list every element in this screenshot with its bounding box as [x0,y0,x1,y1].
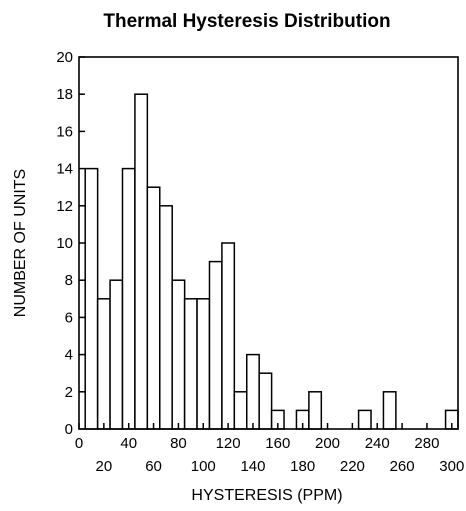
histogram-bar [246,353,260,430]
y-tick-label: 2 [65,384,73,401]
x-tick-label: 160 [265,435,290,452]
histogram-bar [84,167,99,430]
histogram-bar [308,391,323,430]
x-tick-label: 260 [390,458,415,475]
histogram-bar [109,279,124,430]
histogram-bar [258,372,273,430]
histogram-bar [221,242,236,430]
plot-frame [78,56,459,430]
histogram-bar [208,260,223,430]
y-tick-label: 16 [56,123,73,140]
x-tick-label: 40 [120,435,137,452]
x-tick-label: 120 [216,435,241,452]
histogram-bar [233,391,248,430]
histogram-bar [171,279,186,430]
x-tick-label: 200 [315,435,340,452]
x-tick-label: 80 [170,435,187,452]
x-tick-label: 180 [290,458,315,475]
histogram-bar [357,409,372,430]
x-tick-label: 280 [414,435,439,452]
y-tick-label: 10 [56,235,73,252]
y-tick-label: 20 [56,49,73,66]
histogram-bar [382,391,397,430]
y-tick-label: 0 [65,421,73,438]
y-tick-label: 14 [56,161,73,178]
x-tick-label: 140 [240,458,265,475]
histogram-bars [84,93,459,430]
x-tick-label: 60 [145,458,162,475]
y-axis-label: NUMBER OF UNITS [12,169,29,317]
x-tick-label: 300 [439,458,464,475]
y-tick-label: 4 [65,347,73,364]
x-tick-label: 100 [191,458,216,475]
x-tick-label: 240 [365,435,390,452]
y-tick-label: 18 [56,86,73,103]
histogram-bar [183,298,198,430]
histogram-bar [96,298,111,430]
axis-ticks [78,56,453,430]
x-tick-label: 20 [96,458,113,475]
y-tick-label: 8 [65,272,73,289]
x-tick-label: 0 [75,435,83,452]
chart-title: Thermal Hysteresis Distribution [103,11,390,32]
x-tick-label: 220 [340,458,365,475]
y-tick-label: 12 [56,198,73,215]
histogram-bar [121,167,136,430]
histogram-bar [146,186,161,430]
histogram-bar [196,298,211,430]
x-axis-tick-labels: 0 40 80 120 160 200 240 280 20 60 100 140 180 220 260 3… [75,435,464,475]
y-tick-label: 6 [65,309,73,326]
x-axis-label: HYSTERESIS (PPM) [191,487,342,504]
histogram-bar [159,205,173,430]
histogram-bar [134,93,149,430]
y-axis-tick-labels: 0 2 4 6 8 10 12 14 16 18 20 [56,49,73,438]
